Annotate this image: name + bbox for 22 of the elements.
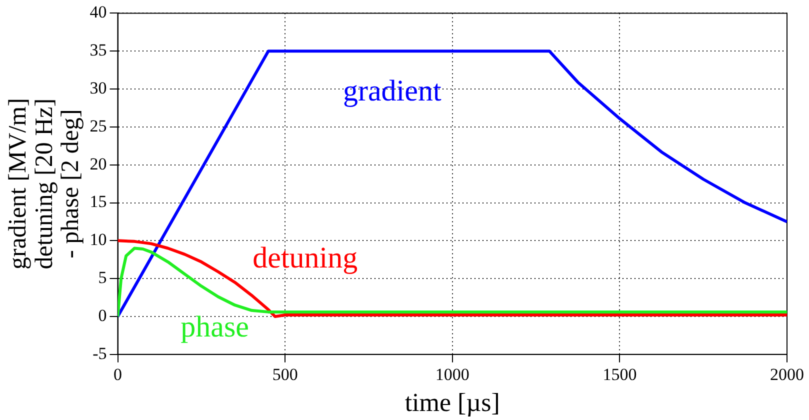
x-tick-label: 2000 (770, 365, 804, 384)
y-tick-label: 0 (98, 306, 107, 325)
text: gradient [MV/m] (4, 98, 32, 270)
series-label: detuning (252, 241, 358, 274)
y-tick-label: 10 (90, 230, 107, 250)
y-tick-label: 20 (90, 154, 107, 174)
y-tick-label: 25 (90, 116, 107, 136)
series-label: phase (180, 310, 249, 344)
x-tick-label: 500 (272, 365, 298, 384)
y-tick-label: 40 (90, 2, 107, 22)
x-tick-label: 1500 (602, 365, 637, 384)
series-label: gradient (342, 74, 442, 108)
text: - phase [2 deg] (57, 109, 84, 258)
y-tick-label: 15 (90, 192, 107, 212)
y-tick-label: 30 (90, 78, 107, 98)
x-tick-label: 0 (114, 365, 122, 384)
x-tick-label: 1000 (435, 365, 470, 384)
y-tick-label: -5 (92, 344, 107, 363)
y-tick-label: 35 (90, 40, 107, 60)
x-axis-title: time [µs] (404, 388, 500, 418)
y-tick-label: 5 (98, 268, 107, 288)
text: detuning [20 Hz] (30, 98, 58, 270)
